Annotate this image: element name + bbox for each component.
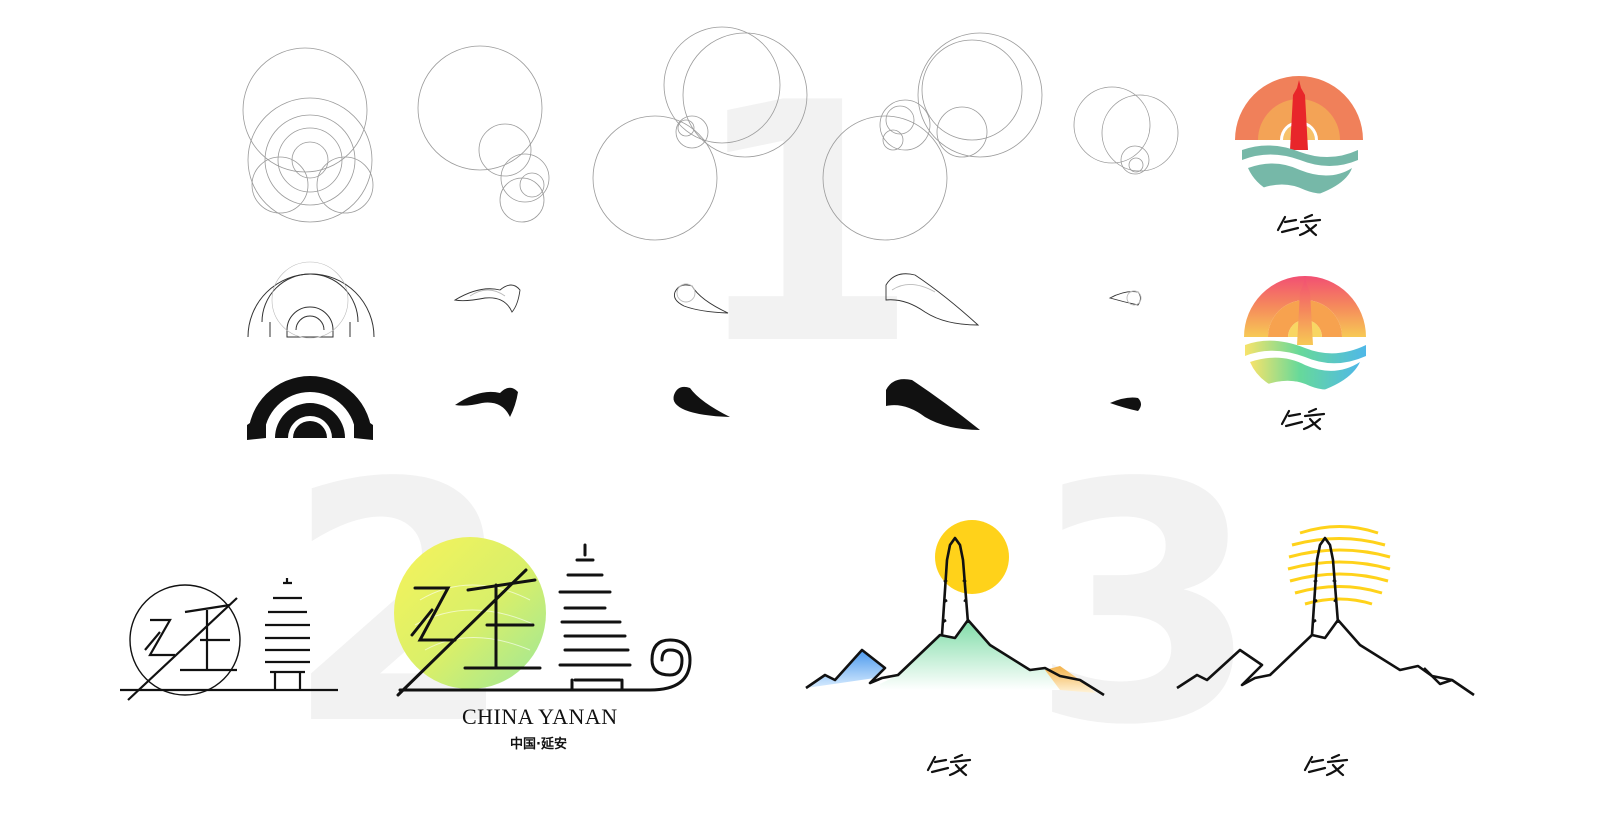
yan-logo-outline	[120, 578, 338, 701]
mountain-pagoda-mono	[1176, 525, 1475, 697]
yanan-calligraphy-1	[1276, 213, 1322, 237]
construction-circles-4	[822, 32, 1043, 241]
wave-stroke-solid-1	[455, 387, 518, 417]
sun-arch-solid	[247, 376, 373, 440]
yanan-calligraphy-2	[1280, 407, 1326, 431]
construction-circles-2	[417, 45, 550, 223]
yanan-calligraphy-3	[926, 753, 972, 777]
brand-chinese-name: 中国·延安	[510, 737, 567, 752]
construction-circles-3	[592, 26, 808, 241]
sun-arch-outline	[247, 261, 375, 339]
construction-circles-1	[242, 47, 374, 223]
mountain-pagoda-color	[805, 520, 1105, 697]
yan-logo-color	[394, 537, 692, 697]
wave-stroke-solid-4	[1110, 397, 1141, 411]
step-number-3: 3	[1030, 413, 1260, 797]
step-number-1: 1	[690, 33, 920, 417]
yanan-calligraphy-4	[1303, 753, 1349, 777]
wave-stroke-solid-2	[673, 386, 730, 417]
construction-circles-5	[1073, 86, 1179, 175]
pagoda-badge-1	[1235, 76, 1363, 204]
wave-stroke-solid-3	[886, 379, 980, 430]
wave-stroke-outline-4	[1108, 290, 1142, 306]
pagoda-badge-2	[1244, 276, 1366, 399]
wave-stroke-outline-2	[673, 283, 729, 314]
wave-stroke-outline-3	[885, 273, 980, 326]
wave-stroke-outline-1	[453, 284, 521, 313]
brand-english-name: CHINA YANAN	[462, 704, 618, 729]
